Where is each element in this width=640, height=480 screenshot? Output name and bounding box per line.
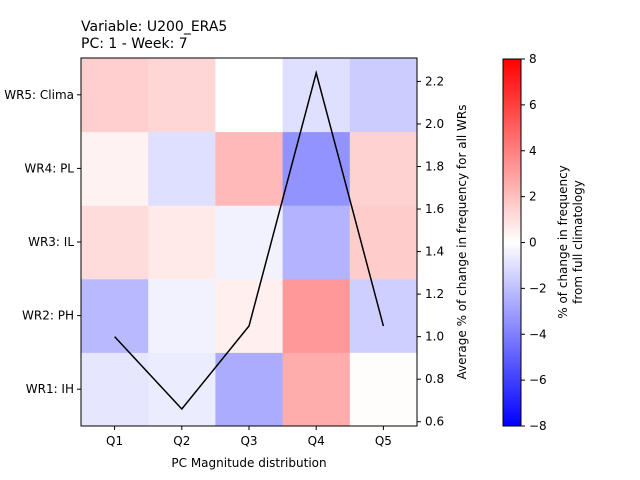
heatmap-cell [148, 352, 216, 427]
colorbar-tick-label: 4 [529, 144, 537, 158]
colorbar [502, 58, 522, 427]
y-tick-label: WR4: PL [24, 161, 74, 175]
right-tick-label: 1.0 [425, 330, 444, 344]
x-tick-label: Q3 [240, 434, 257, 448]
heatmap-cell [282, 278, 351, 353]
right-tick-label: 1.8 [425, 159, 444, 173]
heatmap-cell [282, 352, 351, 427]
colorbar-label-line-1: % of change in frequency [556, 165, 570, 319]
right-tick-label: 1.4 [425, 245, 444, 259]
heatmap-cells [81, 58, 418, 427]
heatmap-cell [81, 205, 149, 280]
heatmap-cell [148, 205, 216, 280]
x-tick-label: Q1 [106, 434, 123, 448]
right-tick-label: 2.2 [425, 74, 444, 88]
heatmap-cell [148, 131, 216, 206]
heatmap-cell [81, 131, 149, 206]
right-axis-label: Average % of change in frequency for all… [455, 104, 469, 379]
heatmap-cell [81, 278, 149, 353]
colorbar-tick-label: 2 [529, 190, 537, 204]
colorbar-tick-label: 0 [529, 236, 537, 250]
y-axis-ticks: WR1: IH WR2: PH WR3: IL WR4: PL WR5: Clima [4, 88, 81, 396]
y-tick-label: WR1: IH [26, 382, 74, 396]
y-tick-label: WR3: IL [28, 235, 74, 249]
colorbar-tick-label: −6 [529, 373, 547, 387]
heatmap-cell [282, 58, 351, 133]
y-tick-label: WR2: PH [22, 309, 74, 323]
colorbar-tick-label: −4 [529, 327, 547, 341]
colorbar-tick-label: 6 [529, 98, 537, 112]
heatmap-cell [148, 58, 216, 133]
heatmap-cell [81, 352, 149, 427]
heatmap-cell [215, 352, 284, 427]
heatmap-cell [81, 58, 149, 133]
colorbar-tick-label: −8 [529, 419, 547, 433]
heatmap-cell [349, 58, 418, 133]
heatmap-cell [349, 205, 418, 280]
heatmap-cell [215, 278, 284, 353]
x-axis-ticks: Q1 Q2 Q3 Q4 Q5 [106, 426, 392, 448]
chart-title-line-1: Variable: U200_ERA5 [81, 19, 227, 35]
heatmap-cell [349, 278, 418, 353]
colorbar-tick-label: −2 [529, 281, 547, 295]
heatmap-cell [148, 278, 216, 353]
right-tick-label: 2.0 [425, 117, 444, 131]
heatmap-cell [215, 58, 284, 133]
heatmap-cell [282, 205, 351, 280]
x-axis-label: PC Magnitude distribution [171, 456, 326, 470]
colorbar-label-line-2: from full climatology [571, 180, 585, 304]
right-tick-label: 0.8 [425, 372, 444, 386]
heatmap-cell [349, 352, 418, 427]
colorbar-ticks: −8 −6 −4 −2 0 2 4 6 8 [521, 52, 547, 433]
plot-frame [80, 57, 418, 427]
right-tick-label: 1.2 [425, 287, 444, 301]
average-change-line [114, 69, 385, 411]
heatmap-cell [282, 131, 351, 206]
chart-title-line-2: PC: 1 - Week: 7 [81, 36, 188, 52]
colorbar-tick-label: 8 [529, 52, 537, 66]
x-tick-label: Q5 [375, 434, 392, 448]
right-tick-label: 0.6 [425, 415, 444, 429]
right-axis-ticks: 0.6 0.8 1.0 1.2 1.4 1.6 1.8 2.0 2.2 [417, 74, 444, 429]
heatmap-cell [349, 131, 418, 206]
y-tick-label: WR5: Clima [4, 88, 74, 102]
x-tick-label: Q4 [308, 434, 325, 448]
right-tick-label: 1.6 [425, 202, 444, 216]
heatmap-cell [215, 131, 284, 206]
heatmap-cell [215, 205, 284, 280]
x-tick-label: Q2 [173, 434, 190, 448]
